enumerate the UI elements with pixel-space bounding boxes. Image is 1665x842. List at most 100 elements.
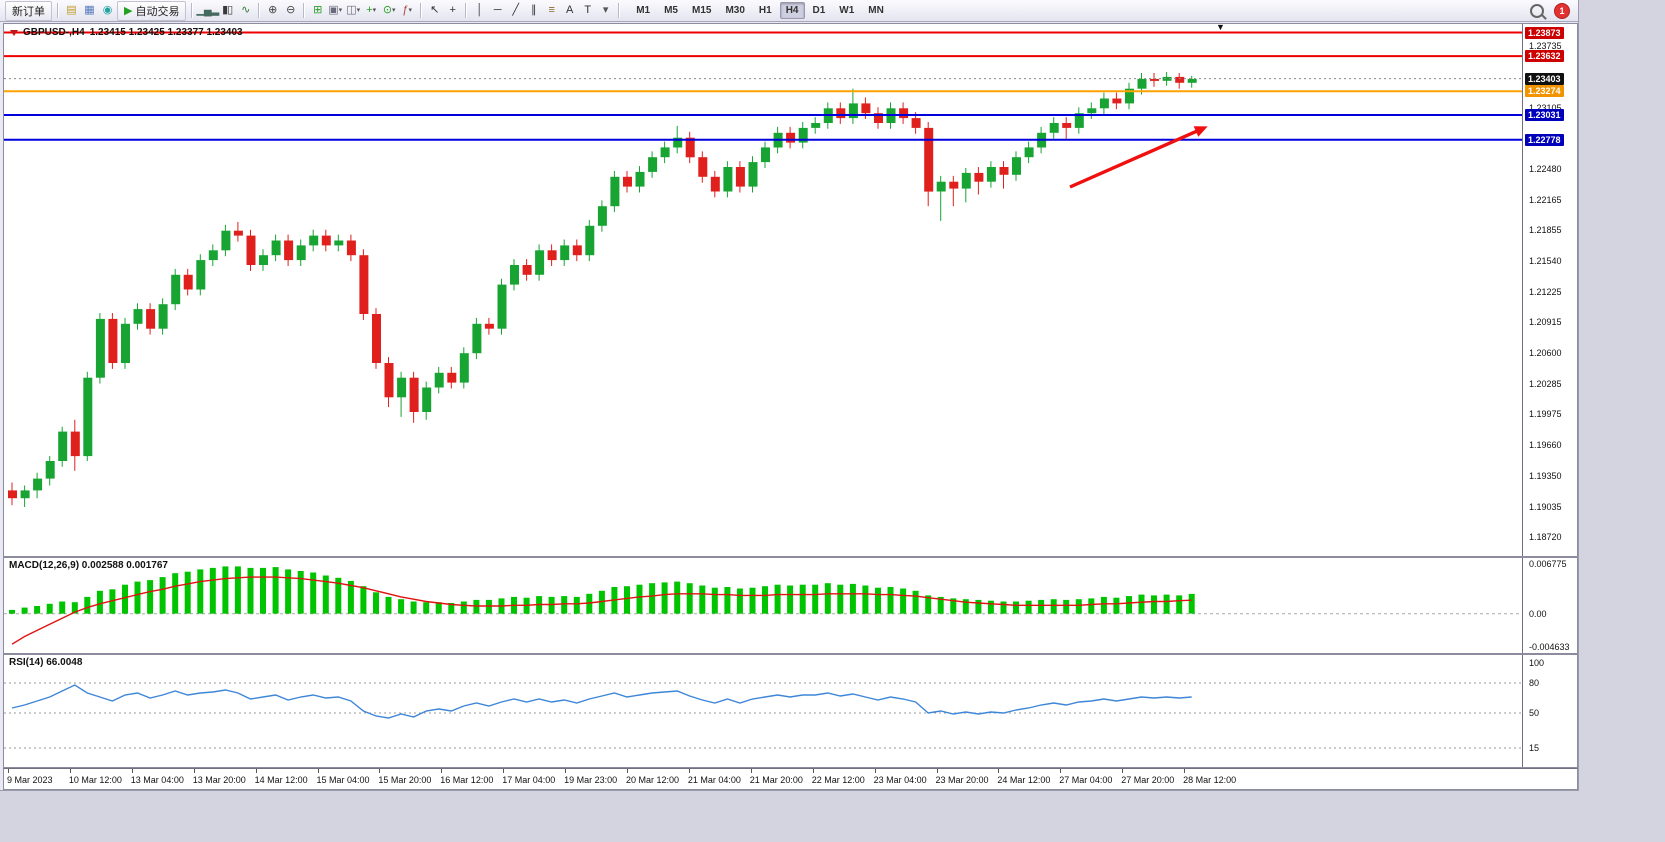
rsi-canvas xyxy=(4,682,1522,749)
hline-price-label: 1.23031 xyxy=(1525,109,1564,122)
candlestick-chart-type-icon[interactable]: ▮▯ xyxy=(222,4,233,16)
timeframe-group: M1 M5 M15 M30 H1 H4 D1 W1 MN xyxy=(629,2,891,19)
notification-badge[interactable]: 1 xyxy=(1554,2,1570,19)
price-tick-label: 1.21225 xyxy=(1529,286,1562,297)
hline-price-label: 1.22778 xyxy=(1525,133,1564,146)
price-tick-label: 1.19975 xyxy=(1529,409,1562,420)
fibonacci-retracement-icon[interactable]: ≡ xyxy=(548,4,555,16)
price-tick-label: 1.21855 xyxy=(1529,225,1562,236)
rsi-levels-layer xyxy=(4,682,1522,749)
macd-signal-line xyxy=(11,576,1192,645)
period-selector-icon[interactable]: ⊙ ▾ xyxy=(382,4,396,16)
timeframe-d1-button[interactable]: D1 xyxy=(812,5,826,16)
price-chart-plot[interactable]: GBPUSD-,H4 1.23415 1.23425 1.23377 1.234… xyxy=(4,24,1523,556)
timeframe-m1-button[interactable]: M1 xyxy=(636,5,651,16)
timeframe-m5-button[interactable]: M5 xyxy=(664,5,678,16)
horizontal-levels-layer xyxy=(4,31,1522,141)
rsi-plot[interactable]: RSI(14) 66.0048 xyxy=(4,655,1523,767)
timeframe-h4-button[interactable]: H4 xyxy=(779,2,805,19)
arrange-windows-icon[interactable]: ◫ ▾ xyxy=(346,4,361,16)
time-label: 10 Mar 12:00 xyxy=(68,775,122,785)
time-tick xyxy=(1184,769,1186,773)
price-tick-label: 1.20915 xyxy=(1529,317,1562,328)
hline-price-label: 1.23873 xyxy=(1525,26,1564,39)
timeframe-m15-button[interactable]: M15 xyxy=(692,5,712,16)
toolbar-separator xyxy=(465,3,467,18)
bar-chart-type-icon[interactable]: ▁▄▂ xyxy=(196,4,219,16)
time-label: 27 Mar 20:00 xyxy=(1121,775,1175,785)
chevron-down-icon[interactable]: ▾ xyxy=(356,7,361,14)
time-tick xyxy=(998,769,1000,773)
rsi-axis-label: 100 xyxy=(1529,658,1545,668)
indicators-icon[interactable]: ƒ ▾ xyxy=(402,4,412,16)
rsi-line xyxy=(11,684,1192,719)
time-label: 21 Mar 20:00 xyxy=(749,775,803,785)
equidistant-channel-icon[interactable]: ∥ xyxy=(530,4,536,16)
chevron-down-icon[interactable]: ▾ xyxy=(408,7,412,14)
macd-canvas xyxy=(4,566,1522,645)
time-label: 27 Mar 04:00 xyxy=(1059,775,1113,785)
mql-community-icon[interactable]: ◉ xyxy=(102,4,113,16)
hline-price-label: 1.23274 xyxy=(1525,85,1564,98)
chart-window-icon[interactable]: ▤ xyxy=(66,4,76,16)
search-icon[interactable] xyxy=(1530,3,1544,18)
arrows-shapes-icon[interactable]: ▾ xyxy=(602,4,608,16)
time-tick xyxy=(69,769,71,773)
price-chart-canvas[interactable] xyxy=(4,24,1522,556)
line-chart-type-icon[interactable]: ∿ xyxy=(241,4,250,16)
time-label: 23 Mar 20:00 xyxy=(935,775,989,785)
auto-trading-button-label: 自动交易 xyxy=(135,5,180,18)
chart-shift-marker-icon[interactable]: ▼ xyxy=(1216,24,1225,32)
timeframe-h1-button[interactable]: H1 xyxy=(758,5,772,16)
chevron-down-icon[interactable]: ▾ xyxy=(392,7,396,14)
time-tick xyxy=(627,769,628,773)
price-chart-panel: GBPUSD-,H4 1.23415 1.23425 1.23377 1.234… xyxy=(3,23,1578,557)
text-icon[interactable]: A xyxy=(566,4,573,16)
time-tick xyxy=(936,769,938,773)
rsi-axis-label: 50 xyxy=(1529,708,1540,718)
rsi-axis: 100 80 50 15 xyxy=(1523,655,1577,767)
time-tick xyxy=(441,769,443,773)
time-label: 14 Mar 12:00 xyxy=(254,775,308,785)
trend-arrow-annotation xyxy=(1069,126,1208,189)
crosshair-icon[interactable]: + xyxy=(449,4,456,16)
time-tick xyxy=(503,769,505,773)
price-tick-label: 1.21540 xyxy=(1529,256,1562,267)
symbol-marker-icon xyxy=(10,29,18,36)
new-chart-icon[interactable]: + ▾ xyxy=(366,4,377,16)
timeframe-mn-button[interactable]: MN xyxy=(868,5,884,16)
time-label: 21 Mar 04:00 xyxy=(687,775,741,785)
toolbar-separator xyxy=(303,3,305,18)
horizontal-line-icon[interactable]: ─ xyxy=(493,4,502,16)
tile-windows-icon[interactable]: ⊞ xyxy=(313,4,322,16)
new-order-button[interactable]: 新订单 xyxy=(5,0,52,21)
auto-trading-button[interactable]: ▶ 自动交易 xyxy=(117,0,187,21)
macd-axis-label: -0.004633 xyxy=(1529,642,1570,652)
price-axis[interactable]: 1.23735 1.23105 1.22480 1.22165 1.21855 1.215… xyxy=(1523,24,1577,556)
toolbar-separator xyxy=(258,3,260,18)
chevron-down-icon[interactable]: ▾ xyxy=(338,7,343,14)
profile-icon[interactable]: ▦ xyxy=(84,4,94,16)
candles-layer xyxy=(8,72,1197,507)
price-tick-label: 1.19350 xyxy=(1529,470,1562,481)
vertical-line-icon[interactable]: │ xyxy=(476,4,483,16)
time-axis[interactable]: 9 Mar 2023 10 Mar 12:00 13 Mar 04:00 13 Mar… xyxy=(3,768,1578,790)
zoom-in-icon[interactable]: ⊕ xyxy=(268,4,277,16)
timeframe-w1-button[interactable]: W1 xyxy=(839,5,855,16)
timeframe-m30-button[interactable]: M30 xyxy=(725,5,745,16)
cascade-windows-icon[interactable]: ▣ ▾ xyxy=(328,4,343,16)
time-label: 24 Mar 12:00 xyxy=(997,775,1051,785)
zoom-out-icon[interactable]: ⊖ xyxy=(286,4,295,16)
chart-title: GBPUSD-,H4 1.23415 1.23425 1.23377 1.234… xyxy=(10,27,243,38)
price-tick-label: 1.18720 xyxy=(1529,532,1562,543)
time-label: 28 Mar 12:00 xyxy=(1183,775,1237,785)
chevron-down-icon[interactable]: ▾ xyxy=(372,7,377,14)
auto-trading-button-icon: ▶ xyxy=(124,5,133,17)
toolbar-separator xyxy=(420,3,422,18)
time-label: 17 Mar 04:00 xyxy=(502,775,556,785)
text-label-icon[interactable]: T xyxy=(584,4,591,16)
macd-plot[interactable]: MACD(12,26,9) 0.002588 0.001767 xyxy=(4,558,1523,653)
cursor-icon[interactable]: ↖ xyxy=(430,4,439,16)
trendline-icon[interactable]: ╱ xyxy=(512,4,519,16)
toolbar-separator xyxy=(618,3,620,18)
